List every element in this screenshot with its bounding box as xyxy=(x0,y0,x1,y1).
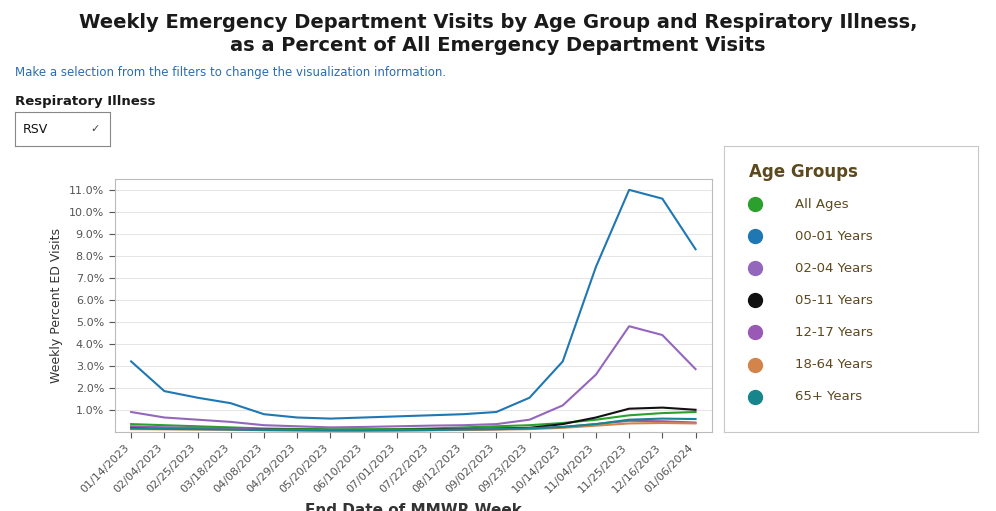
Text: ✓: ✓ xyxy=(91,124,100,134)
Y-axis label: Weekly Percent ED Visits: Weekly Percent ED Visits xyxy=(51,228,64,383)
Text: 02-04 Years: 02-04 Years xyxy=(795,262,872,275)
Text: 05-11 Years: 05-11 Years xyxy=(795,294,873,307)
Text: 12-17 Years: 12-17 Years xyxy=(795,326,873,339)
Text: 65+ Years: 65+ Years xyxy=(795,390,863,403)
Text: Age Groups: Age Groups xyxy=(750,163,859,181)
X-axis label: End Date of MMWR Week: End Date of MMWR Week xyxy=(305,503,522,511)
Text: Respiratory Illness: Respiratory Illness xyxy=(15,95,155,107)
Text: Make a selection from the filters to change the visualization information.: Make a selection from the filters to cha… xyxy=(15,66,446,79)
Text: All Ages: All Ages xyxy=(795,198,849,211)
Text: RSV: RSV xyxy=(23,123,48,135)
Text: 18-64 Years: 18-64 Years xyxy=(795,358,872,371)
Text: as a Percent of All Emergency Department Visits: as a Percent of All Emergency Department… xyxy=(230,36,766,55)
Text: Weekly Emergency Department Visits by Age Group and Respiratory Illness,: Weekly Emergency Department Visits by Ag… xyxy=(79,13,917,32)
Text: 00-01 Years: 00-01 Years xyxy=(795,230,872,243)
